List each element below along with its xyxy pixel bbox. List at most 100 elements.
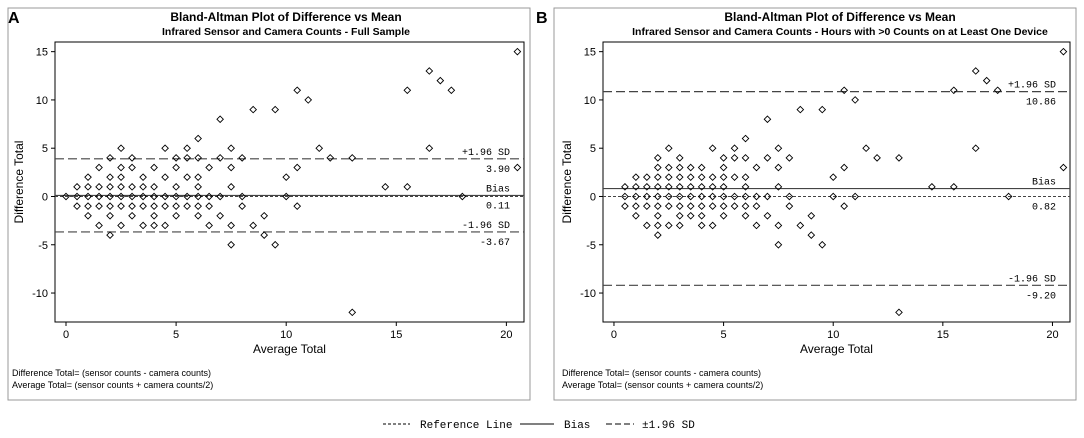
panel-b-data-point	[862, 144, 870, 153]
panel-b-data-point	[730, 144, 739, 153]
panel-a-y-axis-label: Difference Total	[12, 141, 26, 224]
panel-a-data-point	[458, 192, 467, 201]
panel-b-data-point	[763, 154, 772, 162]
panel-a-data-point	[326, 154, 335, 162]
panel-a-data-point	[117, 173, 125, 182]
panel-b-data-point	[851, 96, 859, 104]
panel-b-data-point	[895, 308, 903, 317]
panel-a-x-tick-label: 20	[500, 329, 512, 341]
panel-a-data-point	[282, 192, 291, 201]
panel-a-upper-loa-value: 3.90	[486, 165, 510, 176]
panel-b-y-tick-label: 10	[584, 95, 596, 107]
panel-b-data-point	[829, 192, 838, 201]
panel-a-data-point	[128, 163, 136, 172]
panel-a-data-point	[106, 211, 114, 220]
panel-b-data-point	[818, 240, 827, 249]
panel-b-data-point	[741, 134, 750, 143]
panel-b-data-point	[993, 86, 1002, 95]
panel-a-data-point	[139, 202, 147, 210]
panel-a-data-point	[282, 173, 291, 182]
panel-a-data-point	[95, 182, 103, 191]
panel-a-data-point	[95, 221, 103, 230]
panel-b-data-point	[632, 202, 640, 210]
panel-a-data-point	[304, 96, 313, 104]
panel-b-lower-loa-label: -1.96 SD	[1008, 274, 1056, 285]
panel-b-data-point	[686, 192, 695, 201]
panel-a-data-point	[161, 173, 169, 182]
panel-b-data-point	[741, 173, 750, 182]
panel-b-data-point	[730, 173, 739, 182]
panel-b-data-point	[675, 182, 684, 191]
panel-a-points	[62, 47, 522, 317]
panel-a-data-point	[425, 67, 434, 75]
panel-a-data-point	[205, 192, 213, 201]
panel-b-data-point	[719, 182, 728, 191]
panel-a-bias-label: Bias	[486, 183, 510, 195]
panel-b-data-point	[774, 144, 783, 153]
panel-a-y-tick-label: 5	[42, 143, 48, 155]
panel-b-data-point	[686, 202, 695, 210]
panel-b-data-point	[752, 202, 761, 210]
panel-a-y-tick-label: -5	[38, 240, 48, 252]
panel-b-data-point	[873, 154, 881, 162]
figure-legend: Reference Line Bias ±1.96 SD	[383, 420, 695, 432]
panel-a-x-tick-label: 10	[280, 329, 292, 341]
panel-b-title: Bland-Altman Plot of Difference vs Mean	[724, 10, 955, 24]
panel-b-data-point	[653, 221, 662, 230]
panel-a-data-point	[150, 211, 158, 220]
panel-b-lower-loa-value: -9.20	[1026, 291, 1056, 302]
panel-b-data-point	[643, 202, 651, 210]
panel-a-x-tick-label: 5	[173, 329, 179, 341]
panel-b-data-point	[752, 192, 761, 201]
panel-a-data-point	[84, 202, 92, 210]
panel-a-data-point	[106, 154, 114, 162]
panel-b-data-point	[632, 182, 640, 191]
panel-a-data-point	[95, 202, 103, 210]
panel-b-data-point	[653, 192, 662, 201]
panel-a-data-point	[194, 154, 202, 162]
panel-b-data-point	[664, 221, 673, 230]
panel-a-data-point	[425, 144, 434, 153]
panel-b-y-tick-label: -10	[580, 288, 596, 300]
panel-a-data-point	[271, 105, 280, 114]
panel-b-data-point	[774, 240, 783, 249]
panel-b-data-point	[829, 173, 838, 182]
panel-b-x-tick-label: 20	[1046, 329, 1058, 341]
panel-b-data-point	[719, 202, 728, 210]
panel-a-data-point	[172, 154, 180, 162]
panel-a-data-point	[205, 221, 213, 230]
panel-a-title: Bland-Altman Plot of Difference vs Mean	[170, 10, 401, 24]
panel-b-data-point	[675, 202, 684, 210]
panel-b-data-point	[632, 211, 640, 220]
panel-b-data-point	[675, 192, 684, 201]
panel-a-data-point	[106, 173, 114, 182]
panel-b-data-point	[632, 173, 640, 182]
panel-b-data-point	[653, 211, 662, 220]
panel-a-data-point	[216, 154, 224, 162]
panel-a-data-point	[183, 154, 191, 162]
panel-b-data-point	[675, 173, 684, 182]
panel-a-label: A	[8, 10, 20, 27]
panel-b-data-point	[796, 105, 805, 114]
panel-a-data-point	[249, 105, 258, 114]
panel-b-upper-loa-label: +1.96 SD	[1008, 81, 1056, 92]
panel-b-data-point	[621, 192, 629, 201]
panel-b-data-point	[741, 211, 750, 220]
panel-b-data-point	[686, 182, 695, 191]
panel-a-data-point	[216, 192, 224, 201]
panel-b-data-point	[763, 115, 772, 124]
panel-b-data-point	[643, 182, 651, 191]
panel-a-x-tick-label: 15	[390, 329, 402, 341]
panel-a-data-point	[128, 182, 136, 191]
panel-b-label: B	[536, 10, 548, 27]
panel-a-bias-value: 0.11	[486, 201, 510, 212]
panel-b-data-point	[1059, 47, 1068, 56]
panel-a-frame	[7, 7, 531, 401]
panel-a-data-point	[216, 211, 224, 220]
panel-b-data-point	[774, 182, 783, 191]
panel-b-data-point	[840, 163, 849, 172]
panel-b-data-point	[653, 163, 662, 172]
panel-a-data-point	[84, 192, 92, 201]
panel-a-data-point	[117, 202, 125, 210]
panel-b-data-point	[741, 154, 750, 162]
